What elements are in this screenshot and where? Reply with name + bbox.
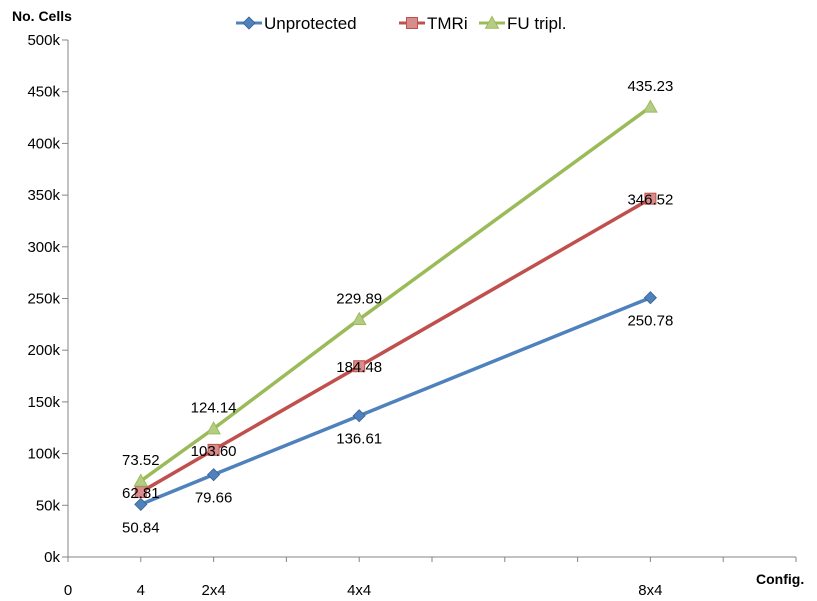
data-label: 229.89 xyxy=(336,290,382,307)
data-point xyxy=(133,473,149,487)
y-tick-label: 300k xyxy=(27,239,60,256)
y-axis-title: No. Cells xyxy=(12,8,72,24)
legend-entry: TMRi xyxy=(427,14,468,33)
y-tick-label: 500k xyxy=(27,32,60,49)
y-tick-label: 250k xyxy=(27,291,60,308)
y-tick-label: 150k xyxy=(27,394,60,411)
y-tick-label: 400k xyxy=(27,135,60,152)
data-label: 73.52 xyxy=(122,452,160,469)
data-label: 250.78 xyxy=(627,313,673,330)
data-label: 346.52 xyxy=(627,192,673,209)
data-point xyxy=(352,409,366,423)
data-point xyxy=(353,360,366,373)
legend-entry: Unprotected xyxy=(264,14,357,33)
data-label: 50.84 xyxy=(122,519,160,536)
y-tick-label: 100k xyxy=(27,446,60,463)
data-point xyxy=(643,99,658,113)
x-tick-label: 0 xyxy=(64,582,72,599)
legend-marker xyxy=(406,17,418,29)
data-point xyxy=(643,291,657,305)
y-tick-label: 50k xyxy=(36,497,61,514)
legend: Unprotected TMRi FU tripl. xyxy=(236,14,567,33)
data-point xyxy=(351,311,367,325)
data-label: 79.66 xyxy=(195,490,233,507)
x-tick-label: 8x4 xyxy=(638,582,662,599)
x-axis-title: Config. xyxy=(756,571,804,587)
y-tick-label: 0k xyxy=(44,549,60,566)
data-point xyxy=(207,443,220,456)
x-tick-label: 4x4 xyxy=(347,582,371,599)
x-tick-label: 2x4 xyxy=(202,582,226,599)
data-point xyxy=(207,468,221,482)
series-layer xyxy=(133,99,658,511)
data-point xyxy=(206,421,221,435)
data-labels: 50.84 79.66 136.61 250.78 62.81 103.60 184.48 3… xyxy=(122,78,673,536)
y-tick-label: 200k xyxy=(27,342,60,359)
legend-marker xyxy=(484,15,500,29)
data-label: 136.61 xyxy=(336,431,382,448)
axes: 0k 50k 100k 150k 200k 250k 300k 350k 400k 450k 500… xyxy=(27,32,797,599)
data-label: 62.81 xyxy=(122,485,160,502)
series-line-fu-tripl- xyxy=(139,105,652,483)
data-label: 103.60 xyxy=(191,443,237,460)
y-tick-label: 450k xyxy=(27,84,60,101)
data-point xyxy=(644,192,657,205)
legend-entry: FU tripl. xyxy=(507,14,567,33)
series-line-unprotected xyxy=(140,296,652,507)
data-label: 184.48 xyxy=(336,359,382,376)
data-label: 435.23 xyxy=(627,78,673,95)
y-tick-label: 350k xyxy=(27,187,60,204)
x-tick-label: 4 xyxy=(137,582,145,599)
series-line-tmri xyxy=(139,197,652,494)
data-point xyxy=(134,497,148,511)
data-label: 124.14 xyxy=(191,400,237,417)
legend-marker xyxy=(242,16,256,30)
